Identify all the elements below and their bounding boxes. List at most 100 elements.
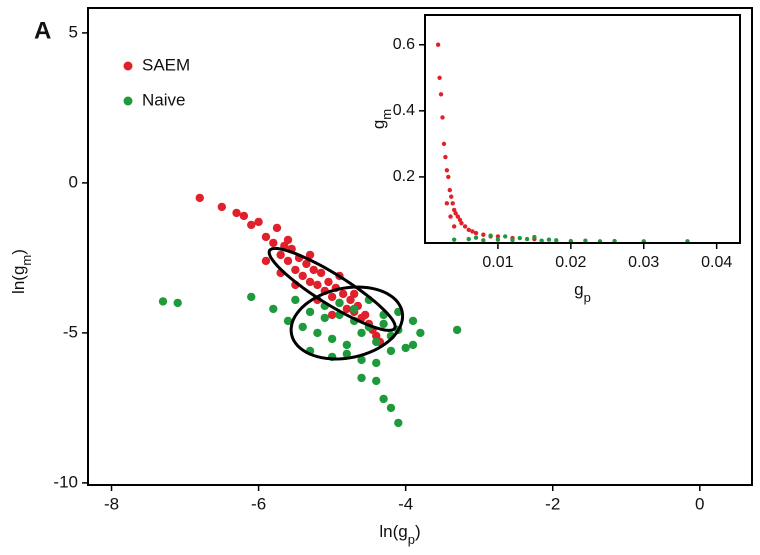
- point: [261, 232, 271, 242]
- point: [357, 328, 366, 338]
- point: [217, 202, 227, 212]
- point: [386, 346, 396, 356]
- y-axis-label-sub: m: [379, 109, 394, 120]
- point: [481, 232, 486, 237]
- point: [546, 237, 552, 242]
- point: [473, 230, 479, 236]
- point: [327, 334, 337, 344]
- point: [349, 304, 359, 314]
- point: [394, 418, 403, 428]
- x-axis-label-text: g: [574, 280, 583, 299]
- point: [357, 355, 366, 365]
- point: [302, 259, 311, 269]
- point: [524, 236, 530, 242]
- panel-label: A: [34, 17, 51, 44]
- legend-marker: [123, 61, 133, 71]
- point: [386, 403, 396, 413]
- point: [247, 292, 256, 302]
- x-axis-label-sub: p: [584, 290, 591, 305]
- point: [457, 217, 463, 223]
- point: [437, 75, 442, 80]
- point: [495, 237, 501, 242]
- y-axis-label: gm: [369, 109, 393, 129]
- point: [451, 237, 457, 242]
- point: [470, 229, 475, 234]
- legend-label: SAEM: [142, 55, 190, 74]
- point: [441, 141, 447, 147]
- x-tick-label: -6: [251, 494, 266, 513]
- y-axis-label-text: ln(g: [9, 266, 28, 294]
- point: [438, 92, 444, 97]
- y-tick-label: 5: [69, 22, 78, 41]
- y-tick-label: 0.4: [393, 102, 415, 119]
- point: [450, 201, 455, 206]
- point: [462, 224, 468, 229]
- point: [481, 238, 486, 243]
- point: [503, 234, 508, 239]
- point: [451, 207, 457, 213]
- point: [446, 174, 451, 180]
- point: [247, 220, 256, 230]
- point: [335, 298, 344, 308]
- point: [283, 316, 293, 326]
- point: [495, 234, 501, 239]
- point: [539, 238, 544, 243]
- point: [239, 211, 249, 221]
- ellipse: [289, 285, 405, 361]
- x-axis-label-sub: p: [408, 532, 415, 547]
- point: [283, 235, 293, 245]
- point: [451, 224, 457, 229]
- point: [342, 349, 352, 359]
- point: [452, 325, 462, 335]
- point: [254, 217, 263, 227]
- x-axis-label-text: ln(g: [379, 522, 407, 541]
- point: [309, 265, 318, 275]
- point: [276, 250, 285, 260]
- point: [361, 310, 370, 320]
- point: [291, 295, 300, 305]
- x-axis-label: gp: [574, 280, 591, 304]
- point: [305, 277, 315, 287]
- x-tick-label: 0.03: [628, 254, 659, 271]
- point: [449, 194, 454, 199]
- point: [173, 298, 182, 308]
- point: [342, 340, 352, 350]
- point: [435, 42, 441, 47]
- point: [379, 319, 388, 329]
- point: [327, 310, 337, 320]
- point: [346, 295, 355, 305]
- point: [313, 328, 322, 338]
- point: [298, 322, 307, 332]
- point: [379, 394, 388, 404]
- point: [453, 211, 458, 216]
- point: [554, 238, 559, 243]
- point: [305, 250, 315, 260]
- point: [269, 304, 278, 314]
- y-tick-label: 0: [69, 172, 78, 191]
- y-tick-label: -10: [53, 472, 78, 491]
- point: [158, 297, 168, 306]
- y-tick-label: -5: [63, 322, 78, 341]
- x-tick-label: -2: [545, 494, 560, 513]
- y-tick-label: 0.2: [393, 168, 415, 185]
- point: [316, 268, 326, 278]
- x-axis-label: ln(gp): [379, 522, 420, 546]
- point: [349, 289, 359, 299]
- ellipse: [267, 246, 397, 332]
- x-tick-label: 0.04: [701, 254, 732, 271]
- point: [298, 271, 307, 281]
- point: [372, 376, 381, 386]
- x-tick-label: -4: [398, 494, 413, 513]
- x-tick-label: 0.02: [555, 254, 586, 271]
- point: [327, 292, 337, 302]
- plot-frame: [424, 14, 741, 244]
- point: [532, 234, 537, 240]
- point: [416, 328, 425, 338]
- point: [408, 316, 418, 326]
- point: [324, 277, 333, 287]
- y-axis-label: ln(gm): [9, 249, 33, 294]
- point: [283, 256, 293, 266]
- point: [338, 289, 348, 299]
- point: [583, 238, 588, 243]
